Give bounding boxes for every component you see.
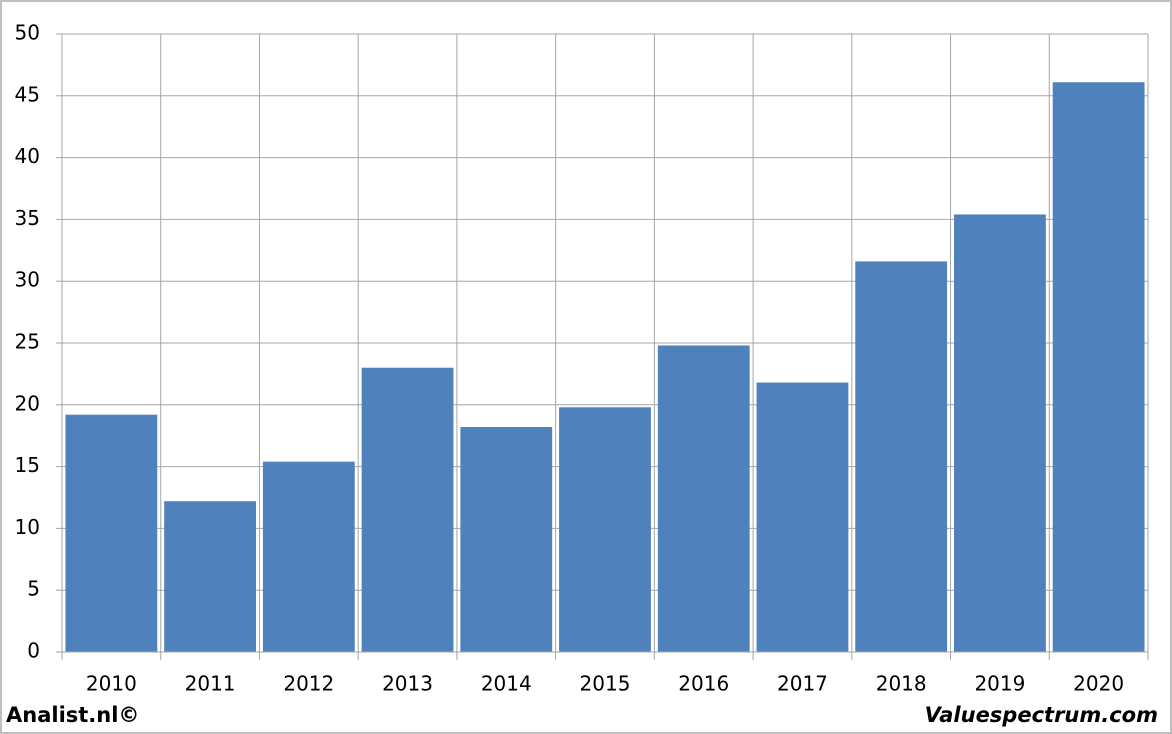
x-tick-label: 2018 (876, 672, 927, 696)
bar (164, 501, 256, 652)
y-tick-label: 15 (15, 453, 40, 477)
x-tick-label: 2017 (777, 672, 828, 696)
y-tick-label: 30 (15, 268, 40, 292)
bar (559, 407, 651, 652)
bar (262, 461, 355, 652)
bar (954, 214, 1046, 652)
bar (657, 345, 750, 652)
y-tick-label: 45 (15, 82, 40, 106)
x-tick-label: 2019 (974, 672, 1025, 696)
x-tick-label: 2012 (283, 672, 334, 696)
x-tick-label: 2014 (481, 672, 532, 696)
bar (756, 382, 849, 652)
bar (1052, 82, 1145, 653)
x-tick-label: 2011 (185, 672, 236, 696)
y-tick-label: 25 (15, 330, 40, 354)
bar (65, 414, 158, 652)
credit-right: Valuespectrum.com (925, 703, 1158, 727)
y-tick-label: 50 (15, 21, 40, 45)
y-tick-label: 40 (15, 144, 40, 168)
x-tick-label: 2016 (678, 672, 729, 696)
x-tick-label: 2020 (1073, 672, 1124, 696)
y-tick-label: 0 (27, 639, 40, 663)
x-tick-label: 2015 (580, 672, 631, 696)
y-tick-label: 35 (15, 206, 40, 230)
bar (855, 261, 948, 652)
x-tick-label: 2013 (382, 672, 433, 696)
y-tick-label: 5 (27, 577, 40, 601)
bar (460, 427, 553, 652)
y-tick-label: 10 (15, 515, 40, 539)
x-tick-label: 2010 (86, 672, 137, 696)
credit-left: Analist.nl© (6, 703, 139, 727)
y-tick-label: 20 (15, 391, 40, 415)
bar (361, 367, 454, 652)
